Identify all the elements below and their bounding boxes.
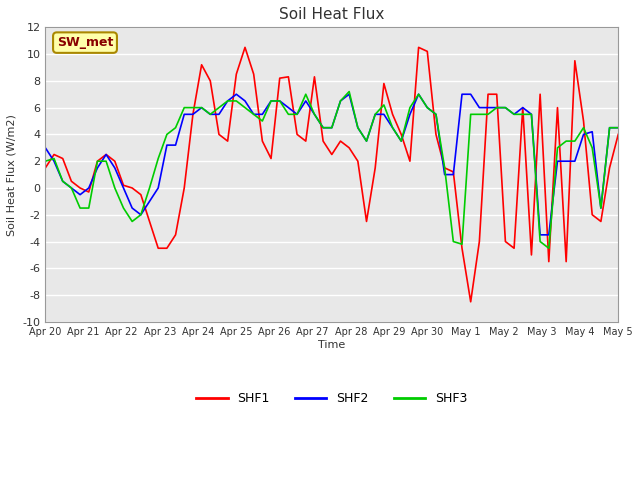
SHF2 bbox=[232, 91, 240, 97]
SHF1 bbox=[467, 299, 474, 305]
Line: SHF3: SHF3 bbox=[45, 92, 618, 248]
SHF1 bbox=[614, 132, 622, 137]
SHF2 bbox=[42, 145, 49, 151]
SHF3 bbox=[111, 185, 118, 191]
Title: Soil Heat Flux: Soil Heat Flux bbox=[279, 7, 385, 22]
SHF1 bbox=[285, 74, 292, 80]
SHF3 bbox=[346, 89, 353, 95]
SHF3 bbox=[85, 205, 93, 211]
SHF2 bbox=[536, 232, 544, 238]
SHF3 bbox=[545, 245, 553, 251]
X-axis label: Time: Time bbox=[318, 339, 346, 349]
SHF3 bbox=[302, 91, 310, 97]
SHF1 bbox=[111, 158, 118, 164]
SHF3 bbox=[484, 111, 492, 117]
SHF2 bbox=[111, 165, 118, 171]
SHF3 bbox=[614, 125, 622, 131]
SHF3 bbox=[276, 98, 284, 104]
SHF3 bbox=[42, 158, 49, 164]
SHF3 bbox=[580, 125, 588, 131]
SHF2 bbox=[285, 105, 292, 110]
SHF1 bbox=[42, 165, 49, 171]
SHF1 bbox=[85, 189, 93, 195]
SHF2 bbox=[484, 105, 492, 110]
Legend: SHF1, SHF2, SHF3: SHF1, SHF2, SHF3 bbox=[191, 387, 472, 410]
SHF2 bbox=[580, 132, 588, 137]
SHF1 bbox=[241, 45, 249, 50]
SHF2 bbox=[310, 111, 318, 117]
Text: SW_met: SW_met bbox=[57, 36, 113, 49]
SHF1 bbox=[493, 91, 500, 97]
SHF1 bbox=[580, 118, 588, 124]
Y-axis label: Soil Heat Flux (W/m2): Soil Heat Flux (W/m2) bbox=[7, 114, 17, 236]
Line: SHF1: SHF1 bbox=[45, 48, 618, 302]
SHF2 bbox=[85, 185, 93, 191]
SHF2 bbox=[614, 125, 622, 131]
Line: SHF2: SHF2 bbox=[45, 94, 618, 235]
SHF1 bbox=[310, 74, 318, 80]
